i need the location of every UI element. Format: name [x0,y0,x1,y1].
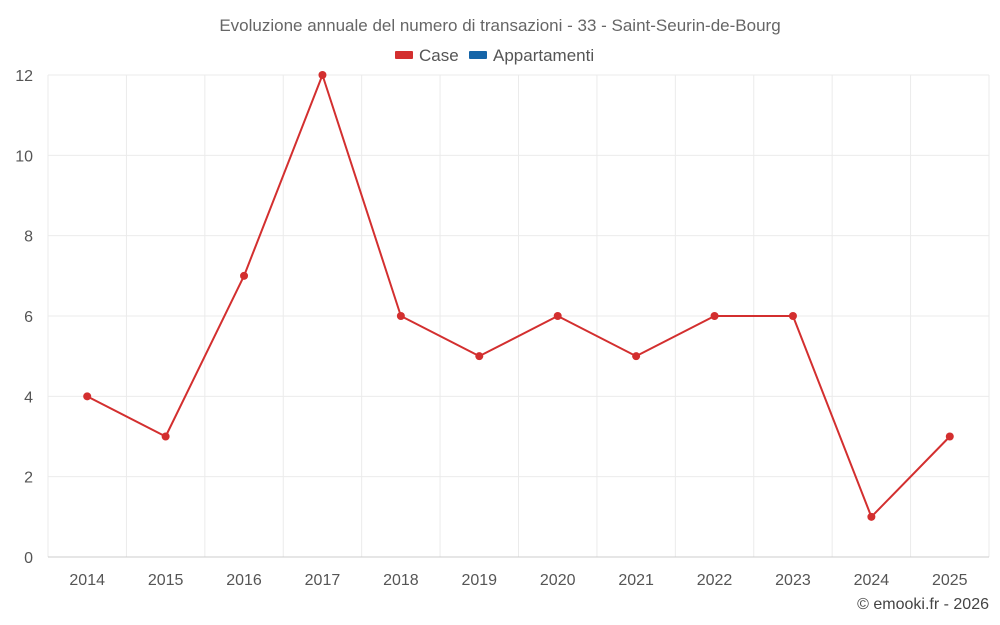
data-point[interactable] [396,312,405,320]
x-tick-label: 2015 [148,572,184,589]
y-tick-label: 12 [15,68,33,85]
data-point[interactable] [475,352,484,361]
legend-label-case: Case [419,46,459,65]
chart-title: Evoluzione annuale del numero di transaz… [219,16,780,35]
x-tick-label: 2025 [932,572,968,589]
x-tick-label: 2024 [854,572,890,589]
x-tick-label: 2019 [461,572,497,589]
data-point[interactable] [632,352,641,361]
x-tick-label: 2022 [697,572,733,589]
legend: Case Appartamenti [395,46,594,65]
x-tick-label: 2016 [226,572,262,589]
data-point[interactable] [240,271,249,280]
data-point[interactable] [945,432,954,441]
x-tick-label: 2017 [305,572,341,589]
y-tick-label: 8 [24,229,33,246]
x-tick-label: 2021 [618,572,654,589]
data-point[interactable] [318,71,327,79]
x-tick-label: 2014 [69,572,105,589]
legend-label-appartamenti: Appartamenti [493,46,594,65]
legend-swatch-appartamenti [469,51,487,59]
legend-item-case[interactable]: Case [395,46,459,65]
legend-item-appartamenti[interactable]: Appartamenti [469,46,594,65]
data-point[interactable] [83,392,92,401]
series-group [83,71,954,521]
x-tick-label: 2023 [775,572,811,589]
series-line-case [86,74,951,518]
y-tick-label: 2 [24,470,33,487]
y-tick-label: 4 [24,389,33,406]
legend-swatch-case [395,51,413,59]
y-tick-label: 0 [24,550,33,567]
y-tick-label: 6 [24,309,33,326]
data-point[interactable] [867,512,876,521]
copyright-text: © emooki.fr - 2026 [857,596,989,613]
x-tick-label: 2020 [540,572,576,589]
data-point[interactable] [710,312,719,320]
data-point[interactable] [553,312,562,320]
y-tick-labels: 0 2 4 6 8 10 12 [15,68,33,567]
x-tick-labels: 2014 2015 2016 2017 2018 2019 2020 2021 2022 2023… [69,572,967,589]
y-tick-label: 10 [15,148,33,165]
x-gridlines [47,75,990,557]
data-point[interactable] [161,432,170,441]
data-point[interactable] [788,312,797,320]
x-tick-label: 2018 [383,572,419,589]
